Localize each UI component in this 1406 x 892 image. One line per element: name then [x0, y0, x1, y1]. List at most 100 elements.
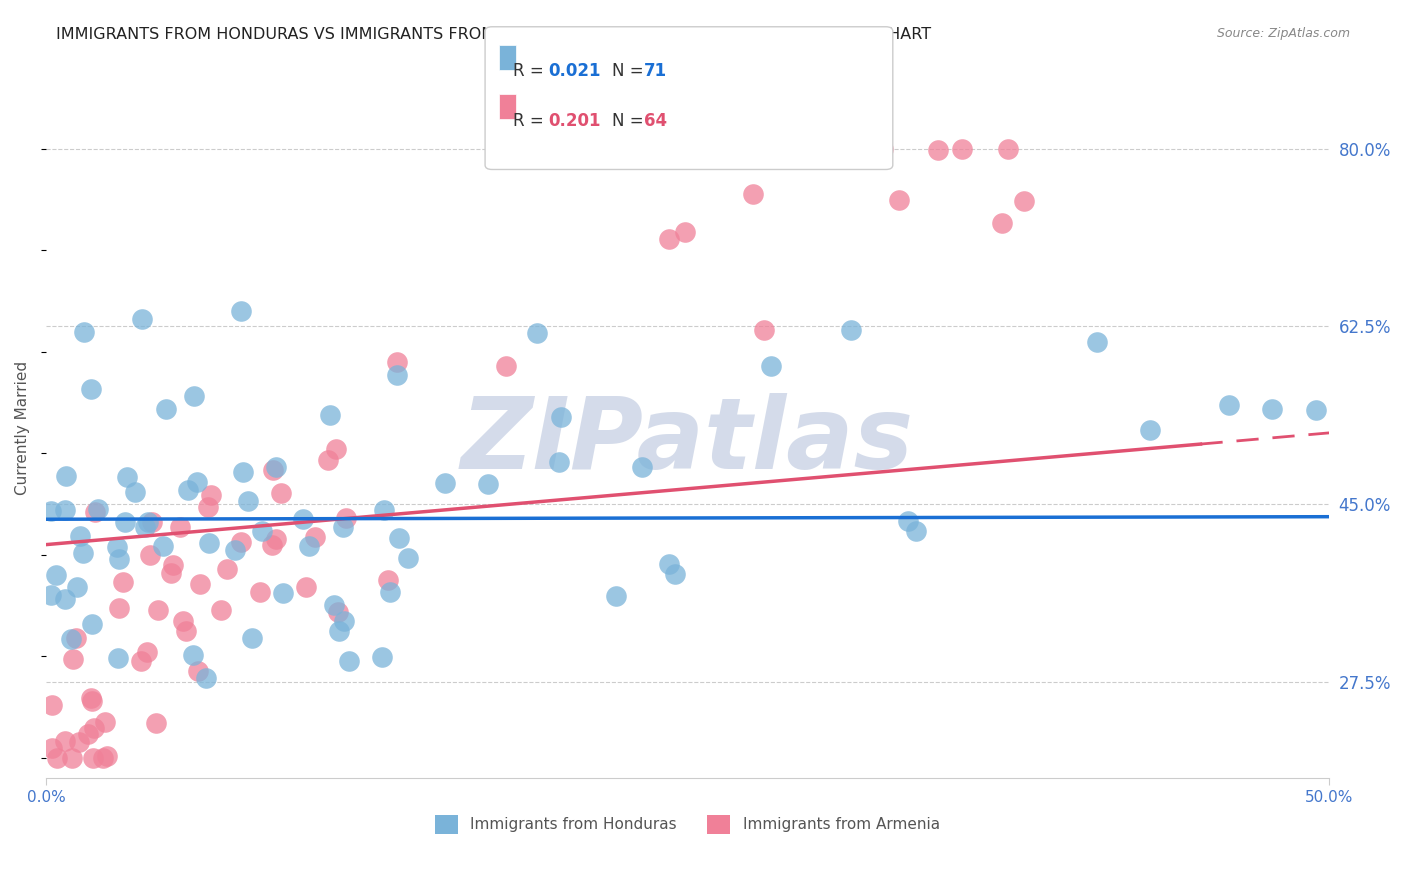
Point	[990, 216, 1012, 230]
Text: ZIPatlas: ZIPatlas	[461, 393, 914, 491]
Point	[872, 142, 894, 156]
Text: R =: R =	[513, 112, 550, 129]
Text: IMMIGRANTS FROM HONDURAS VS IMMIGRANTS FROM ARMENIA CURRENTLY MARRIED CORRELATIO: IMMIGRANTS FROM HONDURAS VS IMMIGRANTS F…	[56, 27, 931, 42]
Point	[197, 536, 219, 550]
Point	[139, 549, 162, 563]
Point	[115, 470, 138, 484]
Point	[477, 477, 499, 491]
Point	[91, 751, 114, 765]
Point	[371, 649, 394, 664]
Point	[209, 602, 232, 616]
Point	[297, 539, 319, 553]
Point	[950, 142, 973, 156]
Point	[200, 487, 222, 501]
Point	[112, 574, 135, 589]
Point	[388, 531, 411, 545]
Text: 71: 71	[644, 62, 666, 80]
Point	[80, 383, 103, 397]
Point	[759, 359, 782, 373]
Point	[328, 605, 350, 619]
Point	[172, 614, 194, 628]
Point	[229, 304, 252, 318]
Point	[69, 528, 91, 542]
Point	[526, 326, 548, 340]
Point	[250, 524, 273, 538]
Point	[45, 568, 67, 582]
Point	[84, 505, 107, 519]
Point	[433, 475, 456, 490]
Text: 64: 64	[644, 112, 666, 129]
Point	[197, 500, 219, 515]
Point	[77, 727, 100, 741]
Point	[55, 469, 77, 483]
Point	[316, 452, 339, 467]
Point	[328, 624, 350, 638]
Point	[292, 512, 315, 526]
Point	[141, 515, 163, 529]
Point	[889, 193, 911, 207]
Point	[741, 187, 763, 202]
Point	[848, 142, 870, 156]
Point	[547, 455, 569, 469]
Point	[65, 632, 87, 646]
Point	[823, 142, 845, 156]
Point	[60, 751, 83, 765]
Point	[129, 654, 152, 668]
Point	[1085, 334, 1108, 349]
Point	[927, 143, 949, 157]
Point	[134, 520, 156, 534]
Point	[385, 355, 408, 369]
Point	[271, 585, 294, 599]
Point	[188, 577, 211, 591]
Point	[396, 551, 419, 566]
Point	[236, 493, 259, 508]
Point	[377, 573, 399, 587]
Legend: Immigrants from Honduras, Immigrants from Armenia: Immigrants from Honduras, Immigrants fro…	[434, 815, 939, 834]
Point	[53, 734, 76, 748]
Point	[664, 566, 686, 581]
Point	[224, 543, 246, 558]
Point	[136, 645, 159, 659]
Text: N =: N =	[612, 112, 648, 129]
Point	[337, 654, 360, 668]
Point	[373, 503, 395, 517]
Point	[232, 465, 254, 479]
Point	[264, 460, 287, 475]
Point	[550, 409, 572, 424]
Point	[249, 585, 271, 599]
Point	[96, 748, 118, 763]
Point	[39, 589, 62, 603]
Point	[187, 664, 209, 678]
Point	[72, 546, 94, 560]
Text: Source: ZipAtlas.com: Source: ZipAtlas.com	[1216, 27, 1350, 40]
Point	[605, 589, 627, 603]
Point	[136, 515, 159, 529]
Point	[262, 538, 284, 552]
Point	[45, 751, 67, 765]
Point	[673, 225, 696, 239]
Point	[304, 530, 326, 544]
Point	[658, 558, 681, 572]
Point	[80, 694, 103, 708]
Point	[897, 514, 920, 528]
Point	[181, 648, 204, 662]
Point	[62, 652, 84, 666]
Point	[162, 558, 184, 573]
Point	[752, 323, 775, 337]
Point	[107, 650, 129, 665]
Point	[131, 312, 153, 326]
Point	[997, 142, 1019, 156]
Point	[332, 615, 354, 629]
Point	[335, 511, 357, 525]
Point	[41, 740, 63, 755]
Point	[186, 475, 208, 489]
Point	[53, 503, 76, 517]
Point	[152, 539, 174, 553]
Point	[631, 459, 654, 474]
Point	[67, 735, 90, 749]
Point	[378, 585, 401, 599]
Y-axis label: Currently Married: Currently Married	[15, 360, 30, 495]
Text: N =: N =	[612, 62, 648, 80]
Point	[114, 515, 136, 529]
Point	[318, 408, 340, 422]
